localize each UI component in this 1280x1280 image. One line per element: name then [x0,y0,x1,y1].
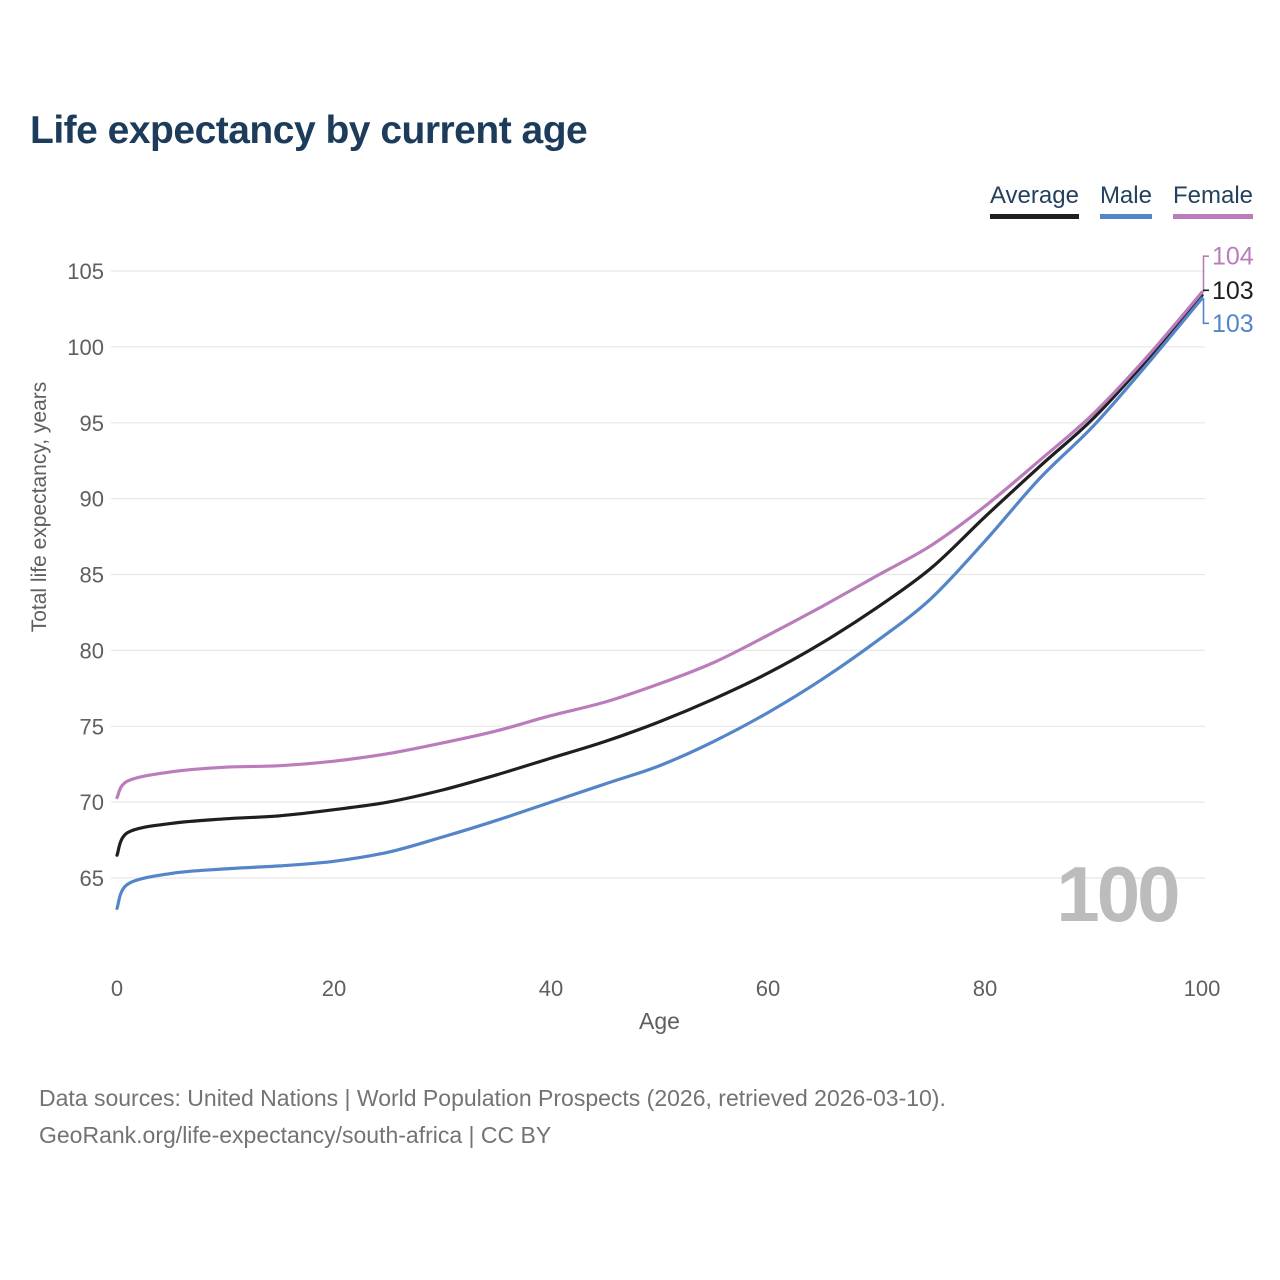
source-line-1: Data sources: United Nations | World Pop… [39,1085,946,1111]
x-tick-label: 80 [973,976,997,1001]
legend-item-average[interactable]: Average [989,182,1079,220]
x-tick-label: 100 [1184,976,1221,1001]
legend-item-male[interactable]: Male [1099,182,1152,220]
x-axis-title: Age [639,1008,680,1034]
x-tick-label: 20 [322,976,346,1001]
x-tick-label: 60 [756,976,780,1001]
y-tick-label: 90 [80,487,104,512]
x-tick-label: 40 [539,976,563,1001]
y-tick-label: 70 [80,790,104,815]
y-tick-label: 85 [80,563,104,588]
y-tick-label: 80 [80,638,104,663]
y-tick-label: 105 [67,259,104,284]
legend-item-female[interactable]: Female [1172,182,1253,220]
end-label-connector-male [1202,298,1209,325]
series-line-average [115,293,1204,857]
y-tick-label: 75 [80,714,104,739]
y-tick-label: 65 [80,866,104,891]
legend: Average Male Female [989,182,1253,220]
y-tick-label: 95 [80,411,104,436]
x-tick-label: 0 [111,976,123,1001]
y-axis-title: Total life expectancy, years [28,382,51,633]
end-label-female: 104 [1212,243,1254,271]
series-line-female [115,290,1204,800]
source-line-2: GeoRank.org/life-expectancy/south-africa… [39,1122,552,1149]
series-line-male [115,296,1204,910]
y-tick-label: 100 [67,335,104,360]
end-label-male: 103 [1212,310,1254,338]
end-label-average: 103 [1212,277,1254,305]
age-watermark: 100 [1056,850,1178,938]
chart-title: Life expectancy by current age [30,109,588,152]
source-note: Data sources: United Nations | World Pop… [39,1085,946,1160]
end-label-connector-female [1202,255,1209,293]
